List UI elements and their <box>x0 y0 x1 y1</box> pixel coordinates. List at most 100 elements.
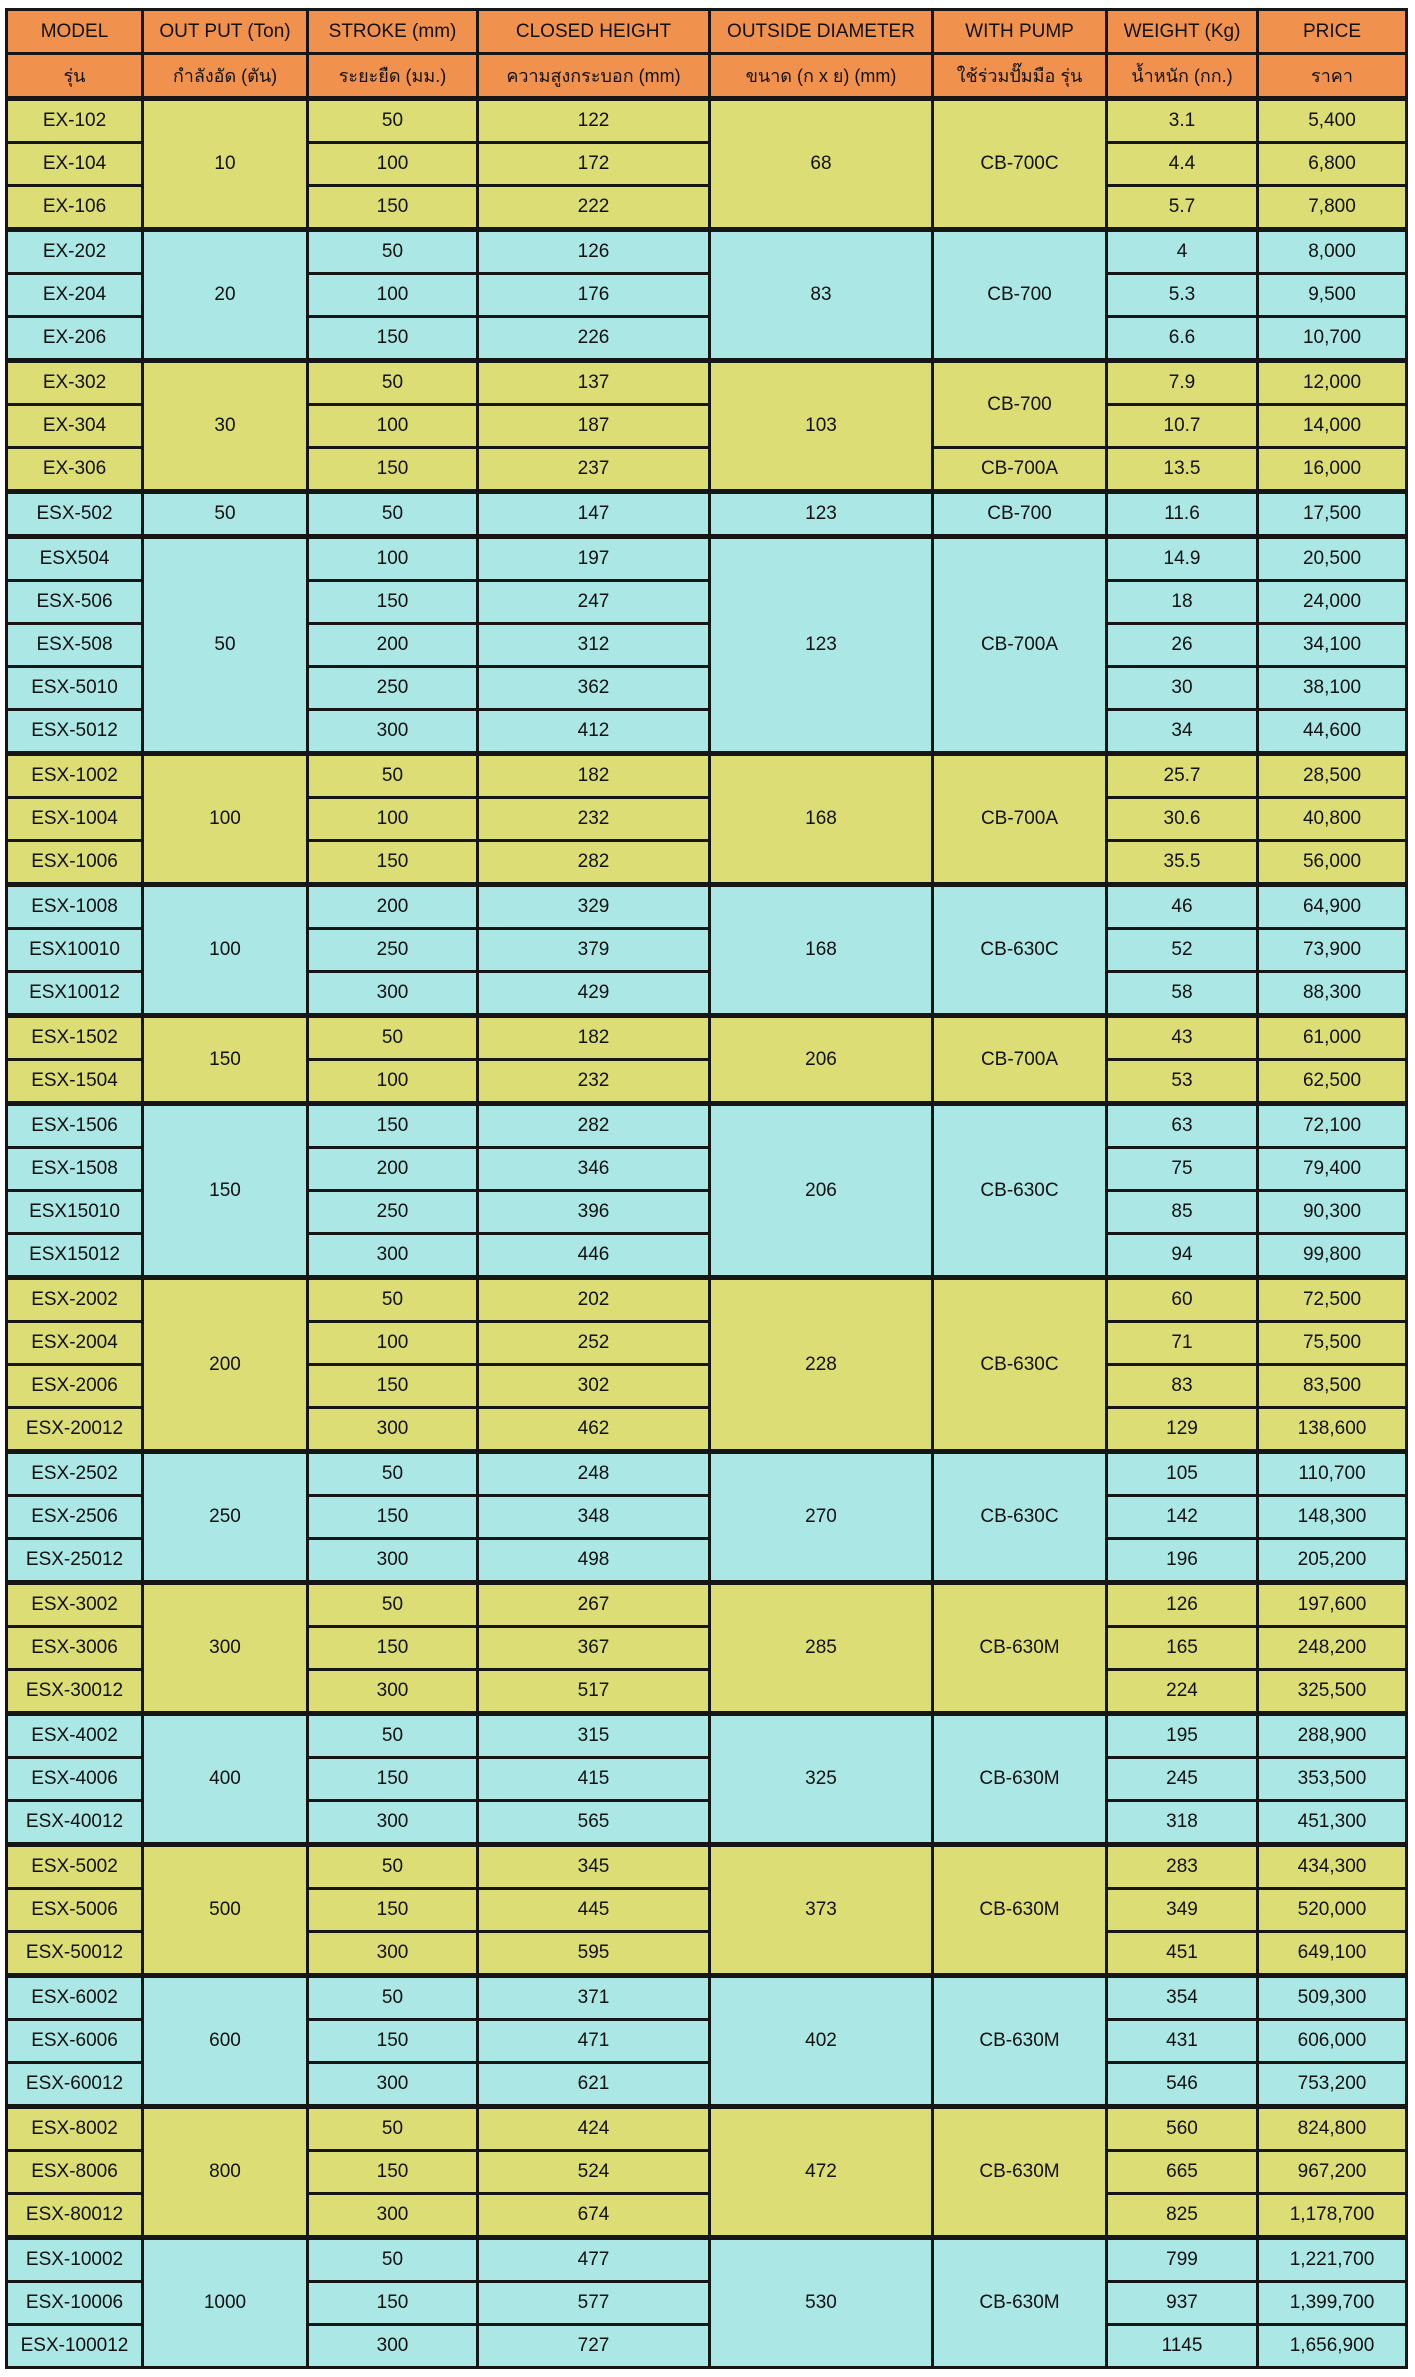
cell-weight: 60 <box>1105 1275 1259 1323</box>
cell-model: ESX-10006 <box>5 2280 144 2326</box>
cell-with-pump: CB-630C <box>931 1101 1108 1279</box>
cell-price: 16,000 <box>1256 446 1408 493</box>
cell-output: 10 <box>141 96 309 231</box>
cell-weight: 431 <box>1105 2018 1259 2064</box>
cell-price: 205,200 <box>1256 1537 1408 1584</box>
cell-model: ESX-3006 <box>5 1625 144 1671</box>
cell-weight: 126 <box>1105 1580 1259 1628</box>
table-row-EX-106: EX-106 150 222 5.7 7,800 <box>5 184 1408 231</box>
cell-stroke: 50 <box>306 1275 479 1323</box>
cell-price: 83,500 <box>1256 1363 1408 1409</box>
cell-output: 800 <box>141 2104 309 2239</box>
cell-weight: 142 <box>1105 1494 1259 1540</box>
cell-price: 62,500 <box>1256 1058 1408 1105</box>
table-row-ESX-1502: ESX-1502 150 50 182 206 CB-700A 43 61,000 <box>5 1013 1408 1105</box>
cell-model: EX-304 <box>5 403 144 449</box>
cell-model: ESX-2002 <box>5 1275 144 1323</box>
cell-closed-height: 202 <box>476 1275 711 1323</box>
header-cell-th-5: ใช้ร่วมปั๊มมือ รุ่น <box>931 52 1108 100</box>
cell-with-pump: CB-700A <box>931 1013 1108 1105</box>
cell-price: 73,900 <box>1256 927 1408 973</box>
table-row-ESX15012: ESX15012 300 446 94 99,800 <box>5 1232 1408 1279</box>
table-row-EX-306: EX-306 150 237 CB-700A 13.5 16,000 <box>5 446 1408 493</box>
cell-model: ESX-1004 <box>5 796 144 842</box>
cell-stroke: 50 <box>306 1580 479 1628</box>
cell-output: 100 <box>141 882 309 1017</box>
cell-stroke: 300 <box>306 1668 479 1715</box>
cell-closed-height: 477 <box>476 2235 711 2283</box>
cell-model: ESX-2506 <box>5 1494 144 1540</box>
cell-weight: 75 <box>1105 1146 1259 1192</box>
table-row-ESX-5006: ESX-5006 150 445 349 520,000 <box>5 1887 1408 1933</box>
cell-with-pump: CB-700C <box>931 96 1108 231</box>
cell-model: EX-104 <box>5 141 144 187</box>
cell-closed-height: 445 <box>476 1887 711 1933</box>
cell-model: ESX-60012 <box>5 2061 144 2108</box>
cell-price: 24,000 <box>1256 579 1408 625</box>
cell-weight: 35.5 <box>1105 839 1259 886</box>
cell-output: 30 <box>141 358 309 493</box>
cell-stroke: 50 <box>306 1973 479 2021</box>
cell-price: 14,000 <box>1256 403 1408 449</box>
cell-stroke: 250 <box>306 927 479 973</box>
cell-price: 1,399,700 <box>1256 2280 1408 2326</box>
cell-output: 300 <box>141 1580 309 1715</box>
table-row-ESX-8002: ESX-8002 800 50 424 472 CB-630M 560 824,800 <box>5 2104 1408 2239</box>
table-row-ESX-2004: ESX-2004 100 252 71 75,500 <box>5 1320 1408 1366</box>
cell-weight: 6.6 <box>1105 315 1259 362</box>
cell-model: ESX-4002 <box>5 1711 144 1759</box>
cell-stroke: 50 <box>306 1711 479 1759</box>
cell-price: 520,000 <box>1256 1887 1408 1933</box>
cell-closed-height: 498 <box>476 1537 711 1584</box>
cell-closed-height: 237 <box>476 446 711 493</box>
cell-weight: 11.6 <box>1105 489 1259 538</box>
cell-output: 500 <box>141 1842 309 1977</box>
cell-price: 90,300 <box>1256 1189 1408 1235</box>
cell-model: ESX15010 <box>5 1189 144 1235</box>
cell-model: ESX-10002 <box>5 2235 144 2283</box>
cell-outside-diameter: 228 <box>708 1275 934 1453</box>
header-cell-th-3: ความสูงกระบอก (mm) <box>476 52 711 100</box>
cell-stroke: 50 <box>306 1449 479 1497</box>
cell-weight: 451 <box>1105 1930 1259 1977</box>
cell-model: ESX-8002 <box>5 2104 144 2152</box>
cell-outside-diameter: 530 <box>708 2235 934 2369</box>
cell-price: 64,900 <box>1256 882 1408 930</box>
cell-model: ESX-1006 <box>5 839 144 886</box>
cell-stroke: 150 <box>306 2149 479 2195</box>
cell-closed-height: 282 <box>476 839 711 886</box>
cell-model: ESX-1504 <box>5 1058 144 1105</box>
cell-model: ESX-1506 <box>5 1101 144 1149</box>
cell-with-pump: CB-700A <box>931 751 1108 886</box>
cell-outside-diameter: 68 <box>708 96 934 231</box>
cell-model: ESX-30012 <box>5 1668 144 1715</box>
cell-weight: 937 <box>1105 2280 1259 2326</box>
header-cell-en-0: MODEL <box>5 8 144 55</box>
cell-model: ESX-5012 <box>5 708 144 755</box>
cell-stroke: 50 <box>306 751 479 799</box>
cell-weight: 560 <box>1105 2104 1259 2152</box>
cell-with-pump: CB-700A <box>931 534 1108 755</box>
cell-stroke: 100 <box>306 1058 479 1105</box>
table-row-ESX10012: ESX10012 300 429 58 88,300 <box>5 970 1408 1017</box>
cell-with-pump: CB-700 <box>931 489 1108 538</box>
cell-closed-height: 172 <box>476 141 711 187</box>
cell-price: 44,600 <box>1256 708 1408 755</box>
cell-price: 72,100 <box>1256 1101 1408 1149</box>
cell-price: 7,800 <box>1256 184 1408 231</box>
cell-model: EX-202 <box>5 227 144 275</box>
cell-price: 38,100 <box>1256 665 1408 711</box>
cell-closed-height: 621 <box>476 2061 711 2108</box>
cell-stroke: 250 <box>306 665 479 711</box>
table-row-ESX-1006: ESX-1006 150 282 35.5 56,000 <box>5 839 1408 886</box>
cell-weight: 63 <box>1105 1101 1259 1149</box>
cell-weight: 195 <box>1105 1711 1259 1759</box>
cell-price: 17,500 <box>1256 489 1408 538</box>
cell-weight: 7.9 <box>1105 358 1259 406</box>
cell-closed-height: 137 <box>476 358 711 406</box>
cell-price: 649,100 <box>1256 1930 1408 1977</box>
cell-price: 451,300 <box>1256 1799 1408 1846</box>
cell-stroke: 150 <box>306 184 479 231</box>
table-row-ESX-1002: ESX-1002 100 50 182 168 CB-700A 25.7 28,500 <box>5 751 1408 886</box>
cell-closed-height: 595 <box>476 1930 711 1977</box>
